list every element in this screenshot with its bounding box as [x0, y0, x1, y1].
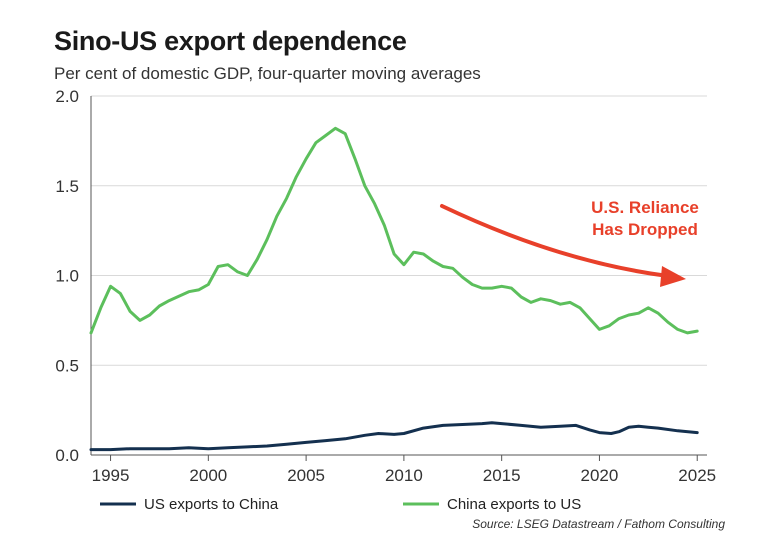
x-tick-label: 2025: [678, 466, 716, 485]
series-lines: [89, 126, 699, 452]
legend: US exports to China China exports to US: [100, 496, 581, 513]
annotation-arrowhead: [660, 266, 686, 287]
axes: 0.0 0.5 1.0 1.5 2.0 1995 2000 2005 2010 2015 2020 2…: [55, 87, 716, 485]
x-tick-label: 1995: [92, 466, 130, 485]
y-tick-label: 1.0: [55, 267, 79, 286]
y-tick-label: 0.0: [55, 446, 79, 465]
legend-us-exports-to-china-label: US exports to China: [144, 496, 279, 513]
annotation-arrow: [440, 204, 670, 278]
y-tick-label: 2.0: [55, 87, 79, 106]
source-note: Source: LSEG Datastream / Fathom Consult…: [472, 517, 725, 531]
x-tick-label: 2000: [189, 466, 227, 485]
x-tick-label: 2010: [385, 466, 423, 485]
y-tick-label: 0.5: [55, 356, 79, 375]
series-line-china-exports-to-us: [89, 126, 699, 335]
annotation: U.S. Reliance Has Dropped: [440, 198, 699, 287]
y-tick-label: 1.5: [55, 177, 79, 196]
x-tick-label: 2015: [483, 466, 521, 485]
gridlines: [91, 95, 707, 366]
chart-subtitle: Per cent of domestic GDP, four-quarter m…: [54, 64, 481, 83]
chart-title: Sino-US export dependence: [54, 26, 407, 56]
x-tick-label: 2005: [287, 466, 325, 485]
x-tick-label: 2020: [581, 466, 619, 485]
series-line-us-exports-to-china: [89, 421, 699, 452]
legend-china-exports-to-us-label: China exports to US: [447, 496, 581, 513]
annotation-text: Has Dropped: [592, 220, 698, 239]
annotation-text: U.S. Reliance: [591, 198, 699, 217]
